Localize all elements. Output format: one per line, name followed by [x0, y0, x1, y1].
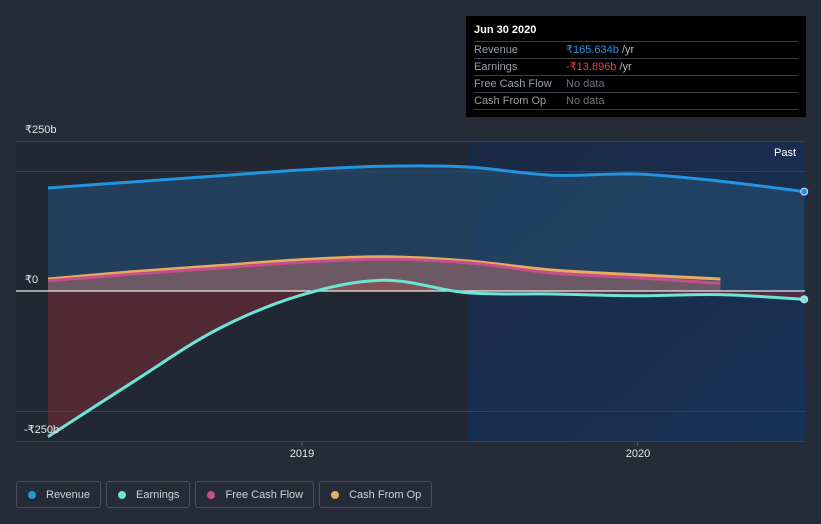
- legend-label: Free Cash Flow: [225, 488, 304, 501]
- tooltip-value: -₹13.896b: [566, 61, 617, 73]
- legend: Revenue Earnings Free Cash Flow Cash Fro…: [16, 481, 433, 508]
- tooltip-value: No data: [566, 78, 605, 90]
- tooltip-unit: /yr: [621, 44, 635, 56]
- line-revenue: [47, 164, 805, 194]
- legend-label: Earnings: [136, 488, 180, 501]
- tooltip-label: Earnings: [474, 61, 518, 73]
- y-tick-label: ₹250b: [25, 124, 57, 136]
- y-tick-label: -₹250b: [24, 424, 60, 436]
- legend-dot-icon: [118, 490, 127, 499]
- tooltip-label: Cash From Op: [474, 95, 547, 107]
- line-cash-from-op: [47, 255, 721, 281]
- endpoint-revenue: [800, 187, 809, 196]
- tooltip-value: No data: [566, 95, 605, 107]
- tooltip-row-earnings: Earnings -₹13.896b /yr: [474, 59, 798, 76]
- x-tick-label: 2020: [625, 448, 651, 460]
- line-free-cash-flow: [47, 257, 721, 285]
- legend-label: Revenue: [46, 488, 91, 501]
- endpoint-earnings: [800, 295, 809, 304]
- tooltip-date: Jun 30 2020: [474, 24, 798, 42]
- tooltip-row-fcf: Free Cash Flow No data: [474, 76, 798, 93]
- x-tick-label: 2019: [289, 448, 315, 460]
- tooltip-value: ₹165.634b: [566, 44, 619, 56]
- tooltip-label: Revenue: [474, 44, 519, 56]
- tooltip-unit: /yr: [619, 61, 632, 73]
- tooltip: Jun 30 2020 Revenue ₹165.634b /yr Earnin…: [466, 16, 806, 117]
- y-tick-label: ₹0: [25, 274, 39, 286]
- legend-dot-icon: [207, 490, 216, 499]
- line-earnings: [47, 278, 805, 439]
- tooltip-row-cfo: Cash From Op No data: [474, 93, 798, 110]
- tooltip-label: Free Cash Flow: [474, 78, 552, 90]
- past-label: Past: [774, 147, 797, 159]
- legend-item-free-cash-flow[interactable]: Free Cash Flow: [195, 481, 315, 508]
- legend-item-revenue[interactable]: Revenue: [16, 481, 102, 508]
- legend-label: Cash From Op: [349, 488, 422, 501]
- area-free-cash-flow: [48, 259, 721, 291]
- legend-dot-icon: [28, 490, 36, 499]
- legend-item-cash-from-op[interactable]: Cash From Op: [319, 481, 433, 508]
- tooltip-row-revenue: Revenue ₹165.634b /yr: [474, 42, 798, 59]
- legend-dot-icon: [331, 490, 340, 499]
- area-cash-from-op: [48, 256, 721, 291]
- area-revenue: [48, 165, 805, 291]
- legend-item-earnings[interactable]: Earnings: [106, 481, 191, 508]
